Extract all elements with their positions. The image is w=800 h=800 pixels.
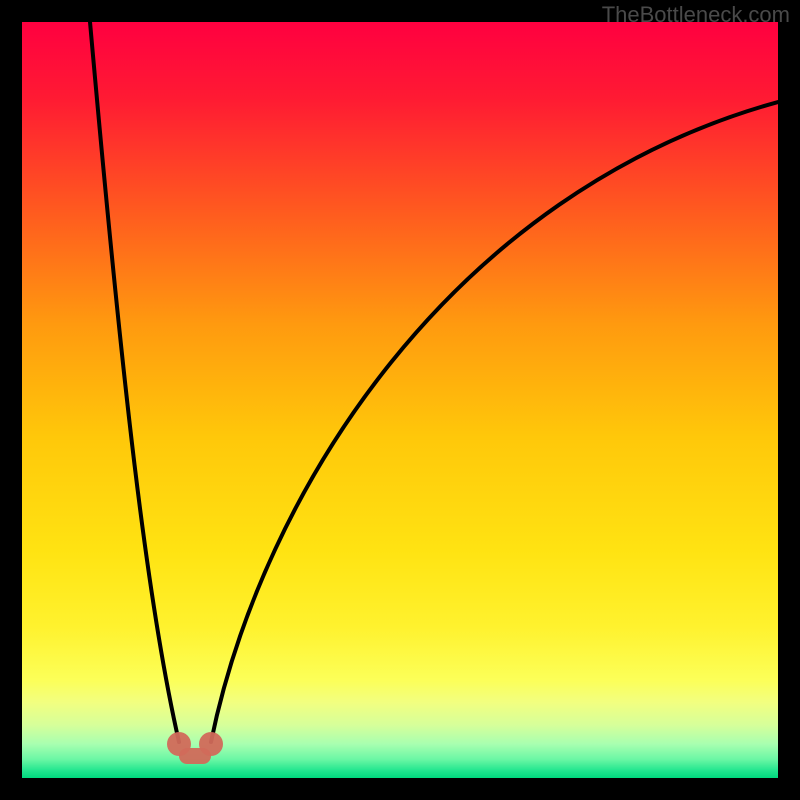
curve-right-branch xyxy=(211,102,778,742)
bottleneck-curve xyxy=(22,22,778,778)
watermark-text: TheBottleneck.com xyxy=(602,2,790,28)
curve-left-branch xyxy=(90,22,179,742)
minimum-marker xyxy=(167,732,223,764)
chart-frame: TheBottleneck.com xyxy=(0,0,800,800)
plot-area xyxy=(22,22,778,778)
